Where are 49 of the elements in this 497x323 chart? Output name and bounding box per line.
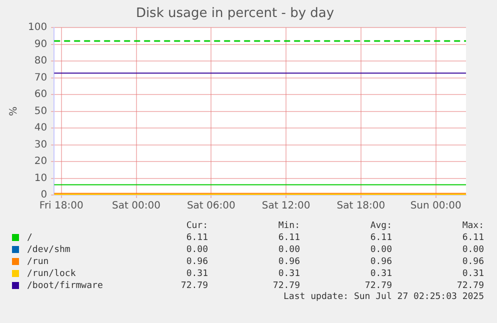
text: 0.31 — [461, 268, 484, 280]
y-tick-label: 60 — [34, 89, 48, 100]
text: Cur: — [185, 220, 208, 232]
y-tick-label: 70 — [34, 72, 48, 84]
legend-label: /run/lock — [26, 268, 77, 280]
x-tick-label: Sat 12:00 — [262, 200, 310, 212]
legend-label: /dev/shm — [26, 244, 72, 256]
legend-label: /boot/firmware — [26, 280, 104, 292]
y-tick-label: 30 — [34, 139, 48, 150]
text: 0.00 — [461, 244, 484, 256]
y-tick-label: 0 — [40, 190, 48, 201]
y-tick-label: 20 — [34, 156, 48, 168]
text: 0.31 — [369, 268, 392, 280]
x-tick-label: Sat 06:00 — [186, 200, 236, 212]
text: 6.11 — [369, 232, 392, 244]
text: 72.79 — [456, 280, 484, 292]
text: 0.00 — [277, 244, 300, 256]
text: Last update: Sun Jul 27 02:25:03 2025 — [284, 292, 484, 302]
text: 0.00 — [185, 244, 208, 256]
text: 0.96 — [277, 256, 300, 268]
text: 0.31 — [185, 268, 208, 280]
y-tick-label: 10 — [34, 172, 48, 184]
y-tick-label: 100 — [28, 22, 48, 34]
text: 6.11 — [185, 232, 208, 244]
text: 72.79 — [272, 280, 300, 292]
x-tick-label: Sun 00:00 — [410, 200, 462, 212]
text: 0.96 — [185, 256, 208, 268]
text: 6.11 — [461, 232, 484, 244]
text: 0.00 — [369, 244, 392, 256]
text: 0.96 — [369, 256, 392, 268]
y-tick-label: 50 — [34, 106, 48, 117]
chart-title: Disk usage in percent - by day — [136, 6, 334, 22]
text: Avg: — [369, 220, 392, 232]
text: Max: — [461, 220, 484, 232]
y-tick-label: 40 — [34, 122, 48, 134]
x-tick-label: Sat 18:00 — [336, 200, 386, 212]
text: 0.96 — [461, 256, 484, 268]
y-axis-title: % — [8, 106, 20, 116]
text: 0.31 — [277, 268, 300, 280]
legend-label: / — [26, 232, 34, 244]
text: 72.79 — [364, 280, 392, 292]
x-tick-label: Fri 18:00 — [39, 200, 84, 212]
text: Min: — [277, 220, 300, 232]
legend-label: /run — [26, 256, 50, 268]
text: 72.79 — [180, 280, 208, 292]
x-tick-label: Sat 00:00 — [112, 200, 160, 212]
y-tick-label: 80 — [34, 56, 48, 67]
text: 6.11 — [277, 232, 300, 244]
y-tick-label: 90 — [34, 38, 48, 50]
